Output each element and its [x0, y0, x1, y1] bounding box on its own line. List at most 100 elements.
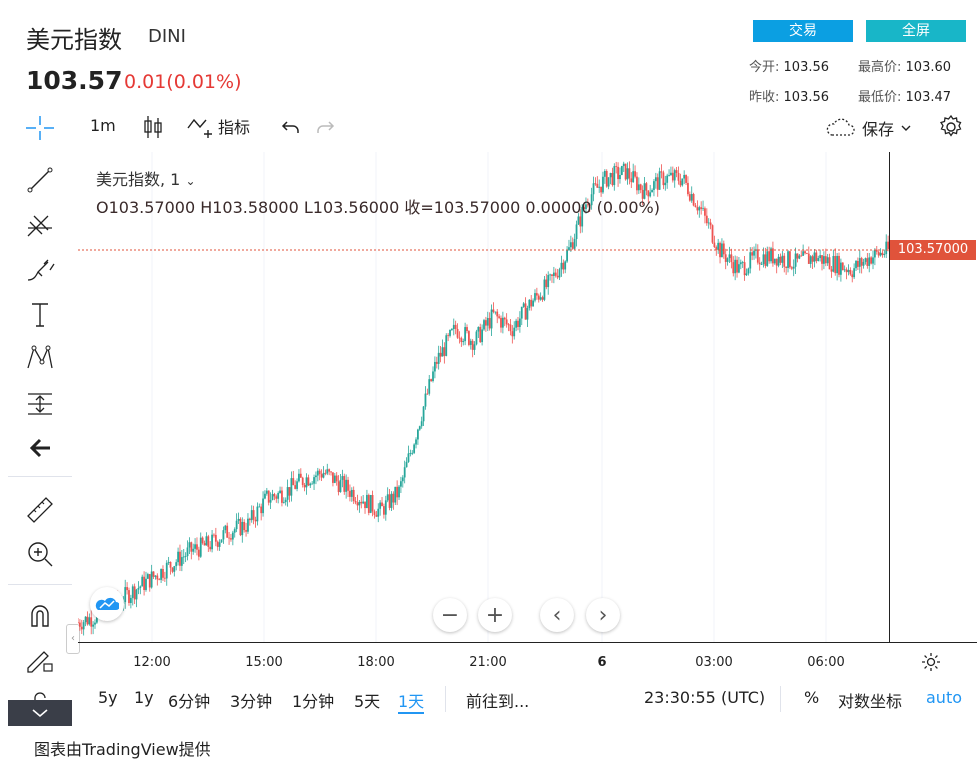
- candle-body: [826, 257, 829, 264]
- legend-series-name[interactable]: 美元指数, 1 ⌄: [96, 170, 196, 189]
- magnet-tool[interactable]: [22, 598, 58, 634]
- candle-body: [581, 207, 584, 227]
- candle-body: [418, 426, 421, 430]
- candle-body: [887, 241, 890, 249]
- candle-body: [705, 215, 708, 224]
- crosshair-tool[interactable]: [24, 114, 56, 142]
- indicators-button[interactable]: 指标: [186, 114, 250, 138]
- candle-body: [450, 329, 453, 330]
- candle-body: [496, 311, 499, 317]
- candle-body: [783, 255, 786, 267]
- chevron-down-icon: [901, 125, 911, 131]
- candle-body: [721, 243, 723, 258]
- candle-body: [384, 500, 387, 515]
- candle-body: [464, 327, 467, 342]
- tradingview-logo[interactable]: [90, 587, 124, 621]
- collapse-toolbar-button[interactable]: [8, 700, 72, 726]
- range-1min[interactable]: 1分钟: [292, 692, 335, 711]
- scroll-left-button[interactable]: ‹: [540, 598, 574, 632]
- gear-icon: [922, 653, 940, 671]
- candle-body: [768, 251, 771, 262]
- hide-toolbar-button[interactable]: [22, 430, 58, 466]
- candle-body: [78, 622, 79, 624]
- brush-tool[interactable]: [22, 252, 58, 288]
- axis-settings-button[interactable]: [920, 651, 942, 677]
- save-button[interactable]: 保存: [824, 116, 912, 140]
- candle-body: [435, 361, 438, 364]
- range-1y[interactable]: 1y: [134, 688, 154, 707]
- collapse-panel-handle[interactable]: ‹: [66, 624, 80, 654]
- ruler-tool[interactable]: [22, 492, 58, 528]
- candle-body: [443, 347, 446, 356]
- candle-body: [849, 269, 852, 275]
- zoom-out-button[interactable]: −: [433, 598, 467, 632]
- candle-body: [687, 182, 689, 195]
- candle-body: [456, 328, 459, 338]
- candle-body: [804, 251, 806, 254]
- candle-body: [694, 205, 697, 208]
- percent-toggle[interactable]: %: [804, 688, 820, 707]
- candle-body: [520, 306, 523, 319]
- candle-body: [143, 576, 145, 590]
- candle-body: [751, 252, 754, 256]
- candle-body: [248, 518, 251, 521]
- candle-body: [201, 537, 204, 544]
- candle-body: [562, 262, 565, 270]
- candle-body: [230, 538, 232, 540]
- price-chart[interactable]: [78, 152, 890, 642]
- time-axis[interactable]: 12:00 15:00 18:00 21:00 6 03:00 06:00: [78, 642, 977, 681]
- price-axis[interactable]: [890, 152, 977, 642]
- candle-body: [730, 254, 733, 263]
- trade-button[interactable]: 交易: [753, 20, 853, 42]
- candle-body: [92, 624, 95, 627]
- index-title: 美元指数: [26, 26, 122, 54]
- save-label: 保存: [862, 120, 895, 139]
- trend-line-tool[interactable]: [22, 162, 58, 198]
- goto-date-button[interactable]: 前往到...: [466, 692, 530, 711]
- candle-body: [575, 224, 578, 240]
- candle-type-button[interactable]: [142, 114, 164, 144]
- zoom-tool[interactable]: [22, 536, 58, 572]
- undo-button[interactable]: [280, 116, 302, 142]
- settings-button[interactable]: [938, 114, 964, 144]
- auto-scale-toggle[interactable]: auto: [926, 688, 963, 707]
- lock-drawing-tool[interactable]: [22, 642, 58, 678]
- candle-body: [658, 171, 661, 190]
- log-scale-toggle[interactable]: 对数坐标: [838, 692, 903, 711]
- pattern-tool[interactable]: [22, 340, 58, 376]
- candle-body: [394, 486, 397, 503]
- candle-body: [741, 262, 744, 263]
- candle-body: [434, 361, 436, 372]
- candle-body: [207, 536, 210, 547]
- candle-body: [796, 253, 799, 259]
- text-tool[interactable]: [22, 296, 58, 332]
- chevron-left-icon: ‹: [552, 602, 562, 628]
- redo-button[interactable]: [314, 116, 336, 142]
- candle-body: [492, 309, 495, 312]
- zoom-in-button[interactable]: +: [478, 598, 512, 632]
- measure-tool[interactable]: [22, 386, 58, 422]
- candle-body: [162, 569, 164, 578]
- candle-body: [738, 264, 740, 273]
- interval-button[interactable]: 1m: [90, 116, 116, 135]
- candle-body: [335, 475, 338, 482]
- candle-body: [350, 489, 353, 497]
- candle-body: [233, 529, 236, 533]
- candle-body: [141, 576, 144, 587]
- candle-body: [186, 547, 189, 557]
- range-3min[interactable]: 3分钟: [230, 692, 273, 711]
- plus-icon: +: [485, 602, 505, 628]
- candle-body: [775, 258, 778, 266]
- minus-icon: −: [440, 602, 460, 628]
- range-5y[interactable]: 5y: [98, 688, 118, 707]
- candle-body: [311, 483, 314, 485]
- candle-body: [94, 622, 96, 625]
- candle-body: [226, 525, 229, 538]
- candle-body: [424, 393, 427, 407]
- scroll-right-button[interactable]: ›: [586, 598, 620, 632]
- fullscreen-button[interactable]: 全屏: [866, 20, 966, 42]
- range-5day[interactable]: 5天: [354, 692, 381, 711]
- range-6min[interactable]: 6分钟: [168, 692, 211, 711]
- fib-tool[interactable]: [22, 206, 58, 242]
- range-1day[interactable]: 1天: [398, 688, 425, 714]
